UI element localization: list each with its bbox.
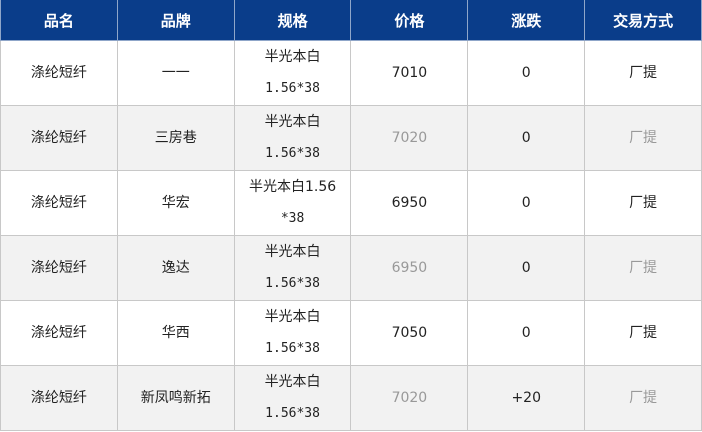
cell-change: +20 — [467, 365, 586, 431]
header-mode: 交易方式 — [584, 0, 702, 41]
cell-price: 7010 — [350, 40, 469, 106]
cell-mode: 厂提 — [584, 105, 702, 171]
cell-spec: 半光本白 1.56*38 — [233, 40, 352, 106]
cell-mode: 厂提 — [584, 300, 702, 366]
cell-brand: 新凤鸣新拓 — [116, 365, 235, 431]
cell-change: 0 — [467, 105, 586, 171]
cell-brand: 华宏 — [116, 170, 235, 236]
spec-line1: 半光本白 — [264, 374, 321, 390]
cell-name: 涤纶短纤 — [0, 105, 118, 171]
table-row: 涤纶短纤 逸达 半光本白 1.56*38 6950 0 厂提 — [0, 235, 702, 301]
cell-price: 7050 — [350, 300, 469, 366]
header-spec: 规格 — [233, 0, 352, 41]
cell-change: 0 — [467, 235, 586, 301]
cell-name: 涤纶短纤 — [0, 365, 118, 431]
cell-brand: 逸达 — [116, 235, 235, 301]
table-row: 涤纶短纤 华宏 半光本白1.56 *38 6950 0 厂提 — [0, 170, 702, 236]
cell-spec: 半光本白 1.56*38 — [233, 105, 352, 171]
spec-line2: 1.56*38 — [265, 81, 320, 96]
table-row: 涤纶短纤 新凤鸣新拓 半光本白 1.56*38 7020 +20 厂提 — [0, 365, 702, 431]
spec-line1: 半光本白 — [264, 309, 321, 325]
cell-price: 7020 — [350, 365, 469, 431]
header-row: 品名 品牌 规格 价格 涨跌 交易方式 — [0, 0, 702, 41]
header-brand: 品牌 — [116, 0, 235, 41]
spec-line2: 1.56*38 — [265, 146, 320, 161]
cell-change: 0 — [467, 300, 586, 366]
cell-spec: 半光本白1.56 *38 — [233, 170, 352, 236]
cell-mode: 厂提 — [584, 170, 702, 236]
spec-line1: 半光本白1.56 — [248, 179, 337, 195]
cell-spec: 半光本白 1.56*38 — [233, 365, 352, 431]
cell-brand: 华西 — [116, 300, 235, 366]
header-name: 品名 — [0, 0, 118, 41]
cell-brand: 三房巷 — [116, 105, 235, 171]
cell-mode: 厂提 — [584, 365, 702, 431]
table-row: 涤纶短纤 一一 半光本白 1.56*38 7010 0 厂提 — [0, 40, 702, 106]
table-row: 涤纶短纤 三房巷 半光本白 1.56*38 7020 0 厂提 — [0, 105, 702, 171]
cell-price: 7020 — [350, 105, 469, 171]
spec-line1: 半光本白 — [264, 114, 321, 130]
cell-name: 涤纶短纤 — [0, 235, 118, 301]
spec-line2: *38 — [280, 211, 305, 226]
spec-line2: 1.56*38 — [265, 406, 320, 421]
cell-change: 0 — [467, 170, 586, 236]
spec-line1: 半光本白 — [264, 49, 321, 65]
header-change: 涨跌 — [467, 0, 586, 41]
cell-mode: 厂提 — [584, 40, 702, 106]
cell-brand: 一一 — [116, 40, 235, 106]
spec-line2: 1.56*38 — [265, 276, 320, 291]
cell-name: 涤纶短纤 — [0, 300, 118, 366]
cell-mode: 厂提 — [584, 235, 702, 301]
cell-change: 0 — [467, 40, 586, 106]
cell-name: 涤纶短纤 — [0, 40, 118, 106]
cell-spec: 半光本白 1.56*38 — [233, 235, 352, 301]
header-price: 价格 — [350, 0, 469, 41]
table-row: 涤纶短纤 华西 半光本白 1.56*38 7050 0 厂提 — [0, 300, 702, 366]
cell-price: 6950 — [350, 170, 469, 236]
spec-line2: 1.56*38 — [265, 341, 320, 356]
cell-spec: 半光本白 1.56*38 — [233, 300, 352, 366]
cell-price: 6950 — [350, 235, 469, 301]
spec-line1: 半光本白 — [264, 244, 321, 260]
cell-name: 涤纶短纤 — [0, 170, 118, 236]
